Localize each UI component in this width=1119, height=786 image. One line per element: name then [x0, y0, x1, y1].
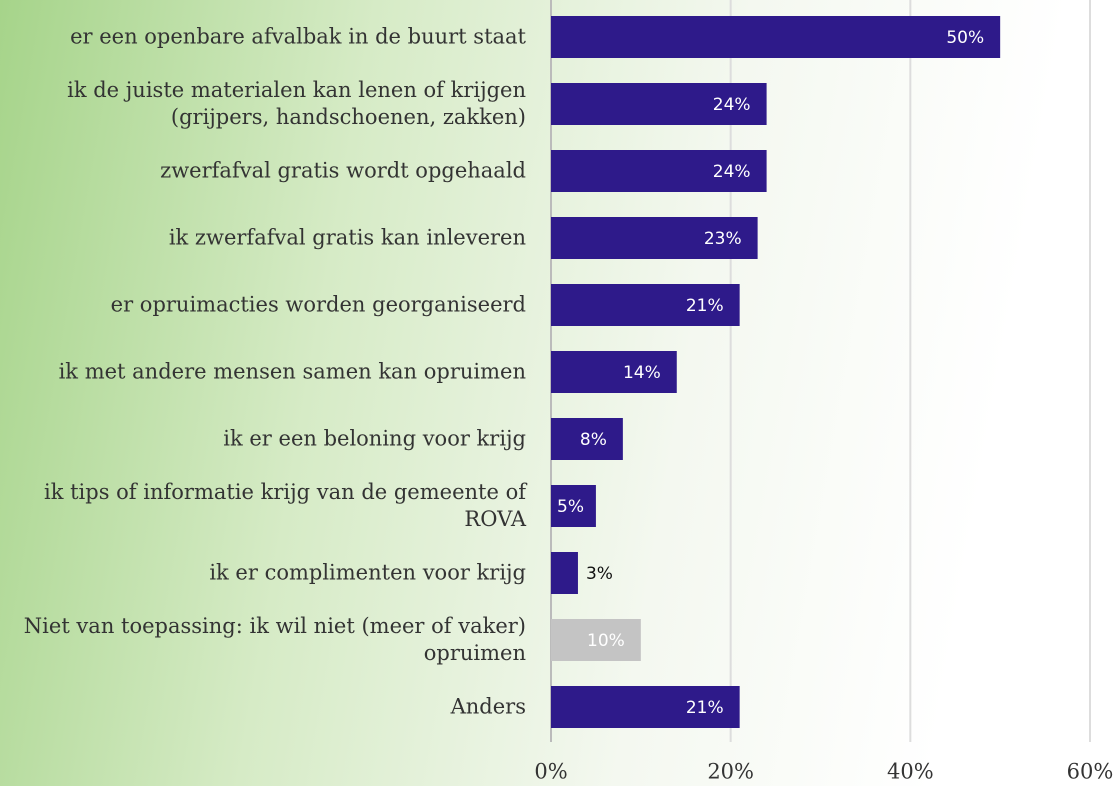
category-label: ik tips of informatie krijg van de gemee… [43, 480, 526, 531]
value-label: 10% [587, 631, 625, 651]
category-label: ik de juiste materialen kan lenen of kri… [67, 78, 526, 129]
bar [551, 284, 740, 326]
bar [551, 351, 677, 393]
category-label: er een openbare afvalbak in de buurt sta… [70, 24, 526, 49]
bar [551, 150, 767, 192]
category-label: ik zwerfafval gratis kan inleveren [168, 225, 526, 250]
x-tick-label: 20% [707, 760, 754, 784]
x-tick-label: 0% [534, 760, 567, 784]
bar [551, 552, 578, 594]
bar [551, 217, 758, 259]
value-label: 23% [704, 229, 742, 249]
value-label: 21% [686, 296, 724, 316]
value-label: 24% [713, 162, 751, 182]
category-label: Niet van toepassing: ik wil niet (meer o… [23, 614, 526, 665]
value-label: 5% [557, 497, 584, 517]
category-label: ik er complimenten voor krijg [209, 560, 526, 585]
bar [551, 485, 596, 527]
category-label: er opruimacties worden georganiseerd [110, 292, 526, 317]
value-label: 50% [946, 28, 984, 48]
value-label: 24% [713, 95, 751, 115]
category-label: Anders [450, 694, 526, 719]
bar [551, 16, 1001, 58]
value-label: 8% [580, 430, 607, 450]
category-label: ik er een beloning voor krijg [223, 426, 526, 451]
category-label: zwerfafval gratis wordt opgehaald [160, 158, 526, 183]
x-tick-label: 60% [1067, 760, 1114, 784]
bar [551, 619, 641, 661]
value-label: 3% [586, 564, 613, 584]
bar [551, 83, 767, 125]
x-tick-label: 40% [887, 760, 934, 784]
bar [551, 686, 740, 728]
category-label: ik met andere mensen samen kan opruimen [58, 359, 526, 384]
value-label: 21% [686, 698, 724, 718]
value-label: 14% [623, 363, 661, 383]
bar [551, 418, 623, 460]
